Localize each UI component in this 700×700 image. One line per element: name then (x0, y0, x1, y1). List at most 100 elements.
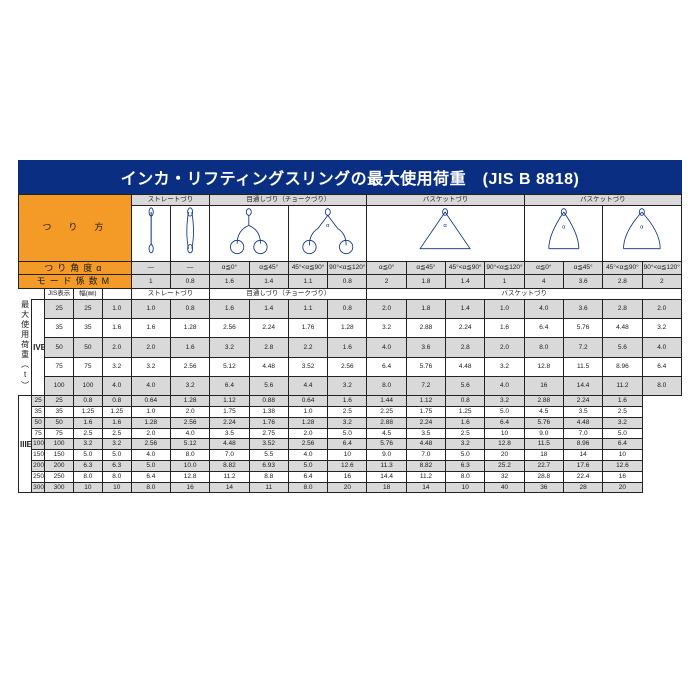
value-cell: 6.4 (603, 439, 642, 450)
value-cell: 28 (563, 482, 602, 493)
value-cell: 1.6 (603, 396, 642, 407)
table-row: 2502508.08.06.412.811.28.86.41614.411.28… (19, 471, 682, 482)
value-cell: 1.0 (131, 407, 170, 418)
value-cell: 4.48 (249, 357, 288, 376)
value-cell: 5.0 (485, 407, 524, 418)
method-label: つ り 方 (19, 195, 132, 262)
value-cell: 3.5 (406, 428, 445, 439)
value-cell: 1.28 (328, 319, 367, 338)
value-cell: 0.8 (170, 299, 209, 318)
value-cell: 0.64 (288, 396, 327, 407)
value-cell: 2.24 (446, 319, 485, 338)
value-cell: 10.0 (170, 461, 209, 472)
jis-cell: 25 (32, 396, 45, 407)
value-cell: 3.2 (210, 338, 249, 357)
value-cell: 2.5 (102, 428, 131, 439)
jis-cell: 75 (32, 428, 45, 439)
value-cell: 11.2 (406, 471, 445, 482)
diagram-basket-3: α (603, 205, 682, 261)
table-row: 30030010108.01614118.02018141040362820 (19, 482, 682, 493)
value-cell: 1.8 (406, 299, 445, 318)
value-cell: 2.8 (603, 299, 642, 318)
table-row: 2002006.36.35.010.08.826.935.012.611.38.… (19, 461, 682, 472)
value-cell: 25.2 (485, 461, 524, 472)
value-cell: 6.4 (131, 471, 170, 482)
width-cell: 100 (74, 376, 103, 395)
value-cell: 5.6 (603, 338, 642, 357)
value-cell: 7.0 (406, 450, 445, 461)
value-cell: 5.0 (102, 450, 131, 461)
value-cell: 1.6 (328, 338, 367, 357)
value-cell: 2.56 (328, 357, 367, 376)
value-cell: 1.6 (74, 417, 103, 428)
value-cell: 1.6 (102, 417, 131, 428)
svg-text:α: α (562, 224, 566, 230)
jis-cell: 100 (32, 439, 45, 450)
value-cell: 1.6 (170, 338, 209, 357)
value-cell: 6.93 (249, 461, 288, 472)
value-cell: 2.56 (131, 439, 170, 450)
value-cell: 16 (524, 376, 563, 395)
table-row: 75752.52.52.04.03.52.752.05.04.53.52.510… (19, 428, 682, 439)
value-cell: 6.4 (288, 471, 327, 482)
value-cell: 0.64 (131, 396, 170, 407)
value-cell: 14 (563, 450, 602, 461)
value-cell: 3.6 (563, 299, 602, 318)
value-cell: 16 (328, 471, 367, 482)
value-cell: 17.6 (563, 461, 602, 472)
value-cell: 4.0 (170, 428, 209, 439)
value-cell: 1.4 (446, 299, 485, 318)
value-cell: 8.0 (131, 482, 170, 493)
value-cell: 14 (210, 482, 249, 493)
jis-cell: 25 (45, 299, 74, 318)
value-cell: 1.12 (406, 396, 445, 407)
value-cell: 28.8 (524, 471, 563, 482)
value-cell: 2.56 (170, 417, 209, 428)
value-cell: 10 (603, 450, 642, 461)
value-cell: 1.38 (249, 407, 288, 418)
width-cell: 150 (45, 450, 74, 461)
value-cell: 8.0 (367, 376, 406, 395)
width-cell: 25 (74, 299, 103, 318)
value-cell: 2.24 (249, 319, 288, 338)
value-cell: 4.48 (446, 357, 485, 376)
value-cell: 4.0 (102, 376, 131, 395)
value-cell: 3.6 (406, 338, 445, 357)
value-cell: 6.4 (642, 357, 681, 376)
value-cell: 4.0 (642, 338, 681, 357)
value-cell: 1.25 (446, 407, 485, 418)
jis-cell: 300 (32, 482, 45, 493)
table-row: 35351.251.251.02.01.751.381.02.52.251.75… (19, 407, 682, 418)
value-cell: 5.76 (524, 417, 563, 428)
value-cell: 1.28 (131, 417, 170, 428)
value-cell: 20 (485, 450, 524, 461)
value-cell: 4.5 (367, 428, 406, 439)
angle-label: つり角度α (19, 261, 132, 275)
hdr-basket2: バスケットづり (524, 195, 681, 206)
value-cell: 0.8 (446, 396, 485, 407)
value-cell: 2.75 (249, 428, 288, 439)
value-cell: 2.5 (328, 407, 367, 418)
value-cell: 10 (74, 482, 103, 493)
value-cell: 5.12 (170, 439, 209, 450)
value-cell: 14 (406, 482, 445, 493)
value-cell: 11.2 (603, 376, 642, 395)
value-cell: 1.0 (102, 299, 131, 318)
jis-cell: 100 (45, 376, 74, 395)
table-row: 最大使用荷重（t）IVE-25251.01.00.81.61.41.10.82.… (19, 299, 682, 318)
value-cell: 2.25 (367, 407, 406, 418)
value-cell: 1.25 (102, 407, 131, 418)
svg-text:α: α (326, 223, 330, 229)
value-cell: 5.12 (210, 357, 249, 376)
value-cell: 1.0 (485, 299, 524, 318)
value-cell: 3.2 (485, 396, 524, 407)
value-cell: 5.76 (563, 319, 602, 338)
value-cell: 1.6 (102, 319, 131, 338)
value-cell: 1.76 (249, 417, 288, 428)
jis-cell: 250 (32, 471, 45, 482)
value-cell: 12.8 (170, 471, 209, 482)
value-cell: 0.8 (74, 396, 103, 407)
value-cell: 2.5 (603, 407, 642, 418)
value-cell: 12.8 (485, 439, 524, 450)
value-cell: 5.6 (249, 376, 288, 395)
